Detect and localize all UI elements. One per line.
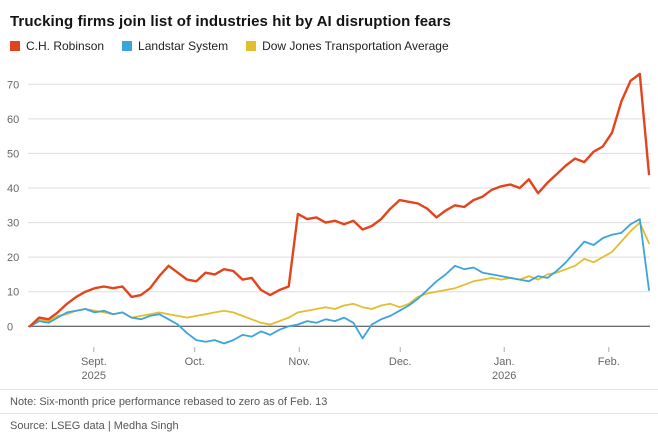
series-line-1: [29, 218, 650, 345]
series-line-0: [28, 72, 651, 328]
legend-item-djt-average: Dow Jones Transportation Average: [246, 39, 449, 53]
legend-label-ch-robinson: C.H. Robinson: [26, 39, 105, 53]
legend-swatch-landstar-system: [122, 41, 133, 51]
legend-item-ch-robinson: C.H. Robinson: [10, 39, 104, 53]
legend-label-landstar-system: Landstar System: [138, 39, 229, 53]
grid-lines: [28, 83, 650, 327]
svg-text:20: 20: [7, 252, 19, 264]
svg-text:50: 50: [7, 148, 19, 160]
line-chart: 0 10 20 30 40 50 60 70 Sept. 2025 Oct. Nov. Dec. Jan.…: [7, 72, 651, 382]
chart-source: Source: LSEG data | Medha Singh: [0, 413, 658, 438]
svg-text:60: 60: [7, 114, 19, 126]
svg-text:Nov.: Nov.: [288, 356, 310, 368]
legend: C.H. Robinson Landstar System Dow Jones …: [10, 39, 648, 53]
series-line-2: [29, 221, 650, 328]
legend-item-landstar-system: Landstar System: [122, 39, 228, 53]
svg-text:2026: 2026: [492, 370, 516, 382]
svg-text:40: 40: [7, 183, 19, 195]
svg-text:10: 10: [7, 287, 19, 299]
x-axis-labels: Sept. 2025 Oct. Nov. Dec. Jan. 2026 Feb.: [81, 347, 620, 382]
svg-text:30: 30: [7, 218, 19, 230]
svg-text:Oct.: Oct.: [185, 356, 205, 368]
svg-text:0: 0: [7, 321, 13, 333]
chart-title: Trucking firms join list of industries h…: [10, 13, 451, 30]
legend-label-djt-average: Dow Jones Transportation Average: [262, 39, 449, 53]
svg-text:Jan.: Jan.: [494, 356, 515, 368]
legend-swatch-djt-average: [246, 41, 257, 51]
svg-text:Feb.: Feb.: [598, 356, 620, 368]
svg-text:70: 70: [7, 79, 19, 91]
svg-text:2025: 2025: [82, 370, 106, 382]
svg-text:Sept.: Sept.: [81, 356, 107, 368]
legend-swatch-ch-robinson: [10, 41, 20, 51]
chart-note: Note: Six-month price performance rebase…: [0, 389, 658, 413]
y-axis-labels: 0 10 20 30 40 50 60 70: [7, 79, 19, 333]
svg-text:Dec.: Dec.: [389, 356, 412, 368]
